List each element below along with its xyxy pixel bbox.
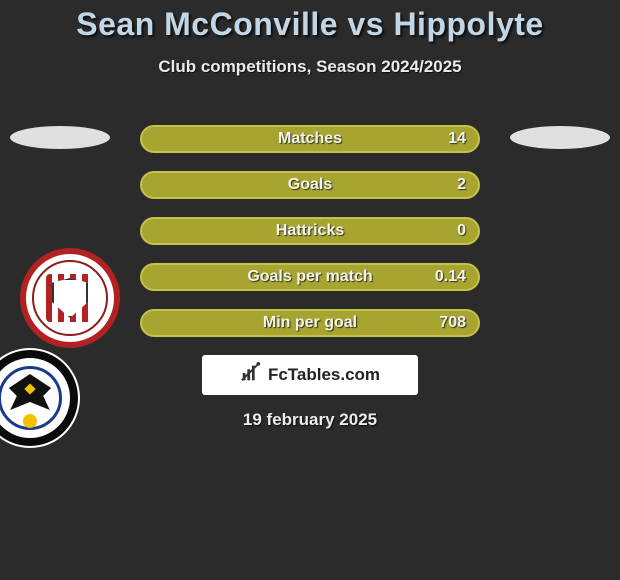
stat-value-right: 0: [457, 222, 466, 240]
stat-value-right: 2: [457, 176, 466, 194]
stat-label: Matches: [278, 130, 342, 148]
brand-badge[interactable]: FcTables.com: [202, 355, 418, 395]
brand-text: FcTables.com: [268, 365, 380, 385]
stat-label: Goals per match: [247, 268, 372, 286]
comparison-card: Sean McConville vs Hippolyte Club compet…: [0, 0, 620, 580]
stat-value-right: 0.14: [435, 268, 466, 286]
stat-bar: Goals 2: [140, 171, 480, 199]
team-left-crest: [20, 248, 120, 348]
stat-bar: Hattricks 0: [140, 217, 480, 245]
chart-icon: [240, 362, 262, 389]
stat-bars: Matches 14 Goals 2 Hattricks 0 Goals per match…: [140, 125, 480, 355]
date-text: 19 february 2025: [243, 410, 377, 430]
subtitle: Club competitions, Season 2024/2025: [0, 57, 620, 77]
player-right-shadow: [510, 126, 610, 149]
stat-bar: Goals per match 0.14: [140, 263, 480, 291]
stat-label: Min per goal: [263, 314, 357, 332]
team-right-crest: [0, 348, 80, 448]
stat-value-right: 14: [448, 130, 466, 148]
stat-value-right: 708: [439, 314, 466, 332]
stat-label: Goals: [288, 176, 332, 194]
page-title: Sean McConville vs Hippolyte: [0, 0, 620, 43]
stat-label: Hattricks: [276, 222, 344, 240]
player-left-shadow: [10, 126, 110, 149]
stat-bar: Matches 14: [140, 125, 480, 153]
stat-bar: Min per goal 708: [140, 309, 480, 337]
